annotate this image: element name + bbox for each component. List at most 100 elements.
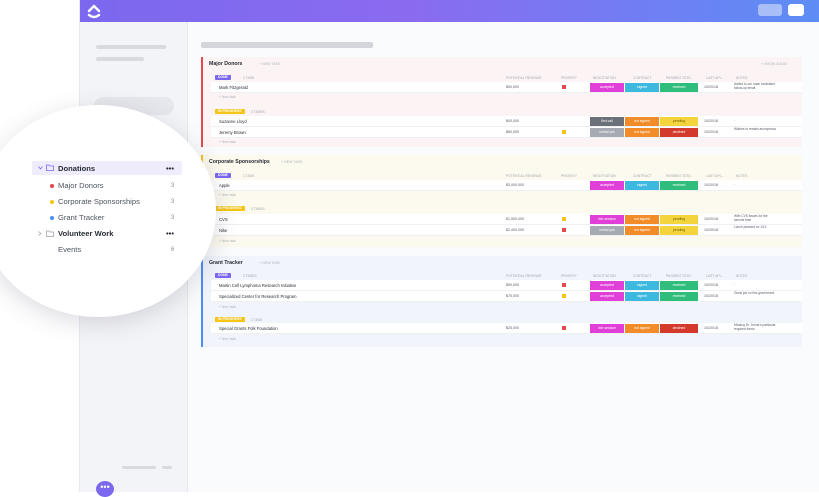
new-task-link[interactable]: + NEW TASK — [281, 160, 303, 164]
topbar-button-2[interactable] — [788, 4, 804, 16]
payment-pill[interactable]: declined — [660, 324, 698, 333]
negotiation-pill[interactable]: accepted — [590, 181, 624, 190]
group-title: Major Donors — [209, 61, 243, 67]
folder-icon — [46, 230, 54, 237]
contract-pill[interactable]: not signed — [625, 128, 659, 137]
nav-donations[interactable]: Donations — [58, 164, 96, 173]
payment-pill[interactable]: declined — [660, 128, 698, 137]
clickup-logo-icon[interactable] — [86, 2, 102, 20]
priority-flag-icon[interactable] — [562, 85, 566, 89]
table-row[interactable]: CVS $1,500,000 info session not signed p… — [211, 214, 802, 225]
priority-flag-icon[interactable] — [562, 283, 566, 287]
nav-volunteer-work[interactable]: Volunteer Work — [58, 229, 114, 238]
col-header: PRIORITY — [561, 274, 577, 278]
new-task-button[interactable]: + New task — [219, 337, 236, 341]
new-task-button[interactable]: + New task — [219, 239, 236, 243]
col-header: NEGOTIATION — [593, 76, 616, 80]
last-apl-cell: 10/20/18 — [704, 119, 718, 123]
table-row[interactable]: Nike $2,400,000 verbal yes not signed pe… — [211, 225, 802, 236]
payment-pill[interactable]: pending — [660, 215, 698, 224]
table-row[interactable]: Mark Fitzgerald $50,000 accepted signed … — [211, 82, 802, 93]
new-task-button[interactable]: + New task — [219, 95, 236, 99]
status-tag-done: DONE — [215, 75, 231, 80]
task-name[interactable]: Jeremy Brown — [219, 130, 246, 135]
contract-pill[interactable]: not signed — [625, 324, 659, 333]
task-name[interactable]: Nike — [219, 228, 228, 233]
zoomed-sidebar-panel: Donations ••• Major Donors 3 Corporate S… — [0, 105, 216, 317]
priority-flag-icon[interactable] — [562, 217, 566, 221]
contract-pill[interactable]: signed — [625, 181, 659, 190]
new-task-link[interactable]: + NEW TASK — [259, 261, 281, 265]
last-apl-cell: 10/20/18 — [704, 183, 718, 187]
task-count: 2 TASKS — [243, 274, 257, 278]
chevron-down-icon[interactable] — [38, 166, 43, 170]
table-row[interactable]: Martin Cell Lymphoma Research Initiative… — [211, 280, 802, 291]
new-task-button[interactable]: + New task — [219, 305, 236, 309]
table-row[interactable]: Special Grants Folk Foundation $25,000 i… — [211, 323, 802, 334]
more-icon[interactable]: ••• — [166, 229, 174, 238]
revenue-cell: $50,000 — [506, 283, 519, 287]
negotiation-pill[interactable]: accepted — [590, 83, 624, 92]
payment-pill[interactable]: pending — [660, 226, 698, 235]
table-row[interactable]: Jeremy Brown $80,000 verbal yes not sign… — [211, 127, 802, 138]
nav-grant-tracker[interactable]: Grant Tracker — [58, 213, 105, 222]
last-apl-cell: 10/20/18 — [704, 85, 718, 89]
contract-pill[interactable]: not signed — [625, 226, 659, 235]
negotiation-pill[interactable]: first call — [590, 117, 624, 126]
task-count: 2 TASKS — [251, 110, 265, 114]
table-row[interactable]: Suzanne Lloyd $40,000 first call not sig… — [211, 116, 802, 127]
status-tag-in-progress: IN PROGRESS — [215, 109, 245, 114]
table-row[interactable]: Apple $3,000,000 accepted signed receive… — [211, 180, 802, 191]
more-icon[interactable]: ••• — [166, 164, 174, 173]
new-task-button[interactable]: + New task — [219, 193, 236, 197]
priority-flag-icon[interactable] — [562, 326, 566, 330]
chevron-right-icon[interactable] — [38, 231, 42, 236]
task-name[interactable]: Special Grants Folk Foundation — [219, 326, 278, 331]
negotiation-pill[interactable]: verbal yes — [590, 226, 624, 235]
nav-major-donors[interactable]: Major Donors — [58, 181, 104, 190]
task-name[interactable]: Suzanne Lloyd — [219, 119, 247, 124]
topbar-button-1[interactable] — [758, 4, 782, 16]
task-name[interactable]: Martin Cell Lymphoma Research Initiative — [219, 283, 297, 288]
payment-pill[interactable]: pending — [660, 117, 698, 126]
negotiation-pill[interactable]: verbal yes — [590, 128, 624, 137]
top-bar — [80, 0, 819, 22]
chat-icon[interactable]: ••• — [96, 481, 114, 497]
table-row[interactable]: Specialized Center for Research Program … — [211, 291, 802, 302]
payment-pill[interactable]: received — [660, 281, 698, 290]
priority-flag-icon[interactable] — [562, 294, 566, 298]
group-accent — [201, 256, 203, 347]
task-name[interactable]: CVS — [219, 217, 228, 222]
col-header: PRIORITY — [561, 174, 577, 178]
last-apl-cell: 10/20/18 — [704, 130, 718, 134]
negotiation-pill[interactable]: info session — [590, 215, 624, 224]
contract-pill[interactable]: not signed — [625, 117, 659, 126]
new-task-link[interactable]: + NEW TASK — [259, 62, 281, 66]
col-header: CONTRACT — [633, 174, 652, 178]
payment-pill[interactable]: received — [660, 292, 698, 301]
negotiation-pill[interactable]: accepted — [590, 292, 624, 301]
revenue-cell: $2,400,000 — [506, 228, 524, 232]
group-accent — [201, 57, 203, 147]
contract-pill[interactable]: signed — [625, 292, 659, 301]
contract-pill[interactable]: signed — [625, 83, 659, 92]
task-name[interactable]: Mark Fitzgerald — [219, 85, 248, 90]
priority-flag-icon[interactable] — [562, 228, 566, 232]
negotiation-pill[interactable]: accepted — [590, 281, 624, 290]
payment-pill[interactable]: received — [660, 181, 698, 190]
revenue-cell: $75,000 — [506, 294, 519, 298]
contract-pill[interactable]: not signed — [625, 215, 659, 224]
new-task-button[interactable]: + New task — [219, 140, 236, 144]
contract-pill[interactable]: signed — [625, 281, 659, 290]
show-audio-link[interactable]: + SHOW AUDIO — [761, 62, 788, 66]
nav-events[interactable]: Events — [58, 245, 82, 254]
task-name[interactable]: Apple — [219, 183, 230, 188]
priority-flag-icon[interactable] — [562, 130, 566, 134]
folder-icon — [46, 164, 54, 171]
task-name[interactable]: Specialized Center for Research Program — [219, 294, 297, 299]
nav-corporate-sponsorships[interactable]: Corporate Sponsorships — [58, 197, 140, 206]
status-tag-done: DONE — [215, 173, 231, 178]
notes-cell: - — [734, 182, 736, 186]
payment-pill[interactable]: received — [660, 83, 698, 92]
negotiation-pill[interactable]: info session — [590, 324, 624, 333]
